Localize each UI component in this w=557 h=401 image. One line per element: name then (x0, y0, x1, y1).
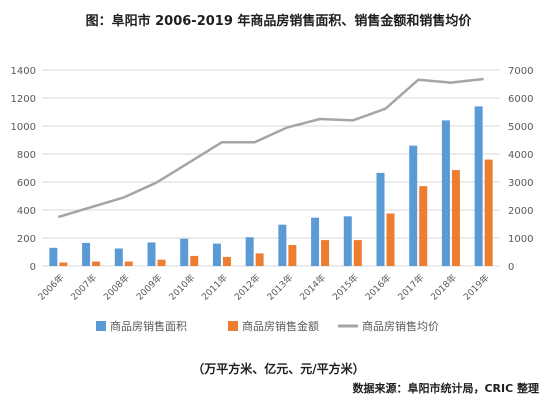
left-tick-label: 800 (17, 150, 36, 161)
left-tick-label: 1000 (11, 122, 36, 133)
left-tick-label: 600 (17, 178, 36, 189)
bar-area (180, 238, 189, 266)
x-tick-label: 2017年 (395, 272, 426, 303)
right-tick-label: 4000 (508, 150, 533, 161)
bar-area (409, 145, 418, 266)
bar-series (49, 106, 493, 267)
gridlines (42, 69, 500, 267)
left-tick-label: 200 (17, 234, 36, 245)
chart-title: 图：阜阳市 2006-2019 年商品房销售面积、销售金额和销售均价 (85, 14, 472, 29)
bar-area (212, 243, 221, 266)
price-line (57, 77, 484, 219)
line-series (57, 77, 484, 219)
legend-label: 商品房销售金额 (242, 319, 319, 333)
right-tick-label: 5000 (508, 122, 533, 133)
legend-label: 商品房销售均价 (362, 319, 439, 333)
bar-amount (419, 186, 428, 266)
bar-area (474, 106, 483, 267)
unit-note: （万平方米、亿元、元/平方米） (192, 362, 365, 376)
bar-area (49, 247, 58, 266)
legend-swatch (96, 321, 106, 331)
x-tick-label: 2009年 (134, 272, 165, 303)
legend: 商品房销售面积 商品房销售金额 商品房销售均价 (96, 319, 439, 333)
bar-amount (255, 253, 264, 266)
legend-swatch (228, 321, 238, 331)
right-tick-label: 1000 (508, 234, 533, 245)
bar-amount (288, 245, 297, 266)
left-axis-ticks: 0 200 400 600 800 1000 1200 1400 (11, 66, 36, 273)
bar-amount (190, 255, 199, 266)
right-tick-label: 6000 (508, 94, 533, 105)
x-tick-label: 2008年 (101, 272, 132, 303)
bar-amount (353, 240, 362, 266)
right-tick-label: 0 (508, 262, 514, 273)
right-tick-label: 7000 (508, 66, 533, 77)
bar-area (245, 237, 254, 266)
left-tick-label: 400 (17, 206, 36, 217)
bar-amount (451, 170, 460, 266)
bar-amount (59, 262, 68, 266)
bar-area (147, 242, 156, 266)
x-tick-label: 2006年 (35, 272, 66, 303)
x-tick-label: 2012年 (232, 272, 263, 303)
bar-amount (124, 261, 133, 266)
left-tick-label: 1400 (11, 66, 36, 77)
x-tick-label: 2014年 (297, 272, 328, 303)
bar-amount (222, 256, 231, 266)
x-tick-label: 2013年 (264, 272, 295, 303)
right-tick-label: 3000 (508, 178, 533, 189)
left-tick-label: 0 (30, 262, 36, 273)
bar-area (278, 224, 287, 266)
x-tick-label: 2018年 (428, 272, 459, 303)
bar-area (311, 217, 320, 266)
x-tick-label: 2015年 (330, 272, 361, 303)
bar-amount (157, 259, 166, 266)
bar-amount (321, 240, 330, 266)
x-tick-label: 2016年 (363, 272, 394, 303)
legend-label: 商品房销售面积 (110, 319, 187, 333)
bar-area (114, 248, 123, 266)
x-tick-label: 2011年 (199, 272, 230, 303)
bar-amount (386, 213, 395, 266)
x-axis-labels: 2006年 2007年 2008年 2009年 2010年 2011年 2012年 2013年… (35, 272, 491, 303)
bar-amount (484, 159, 493, 266)
bar-area (343, 216, 352, 266)
x-tick-label: 2007年 (68, 272, 99, 303)
right-tick-label: 2000 (508, 206, 533, 217)
right-axis-ticks: 0 1000 2000 3000 4000 5000 6000 7000 (508, 66, 533, 273)
x-tick-label: 2010年 (166, 272, 197, 303)
bar-area (82, 242, 91, 266)
left-tick-label: 1200 (11, 94, 36, 105)
bar-amount (92, 261, 101, 266)
x-tick-label: 2019年 (461, 272, 492, 303)
bar-area (376, 172, 385, 266)
source-note: 数据来源：阜阳市统计局，CRIC 整理 (352, 382, 539, 395)
bar-area (441, 120, 450, 267)
